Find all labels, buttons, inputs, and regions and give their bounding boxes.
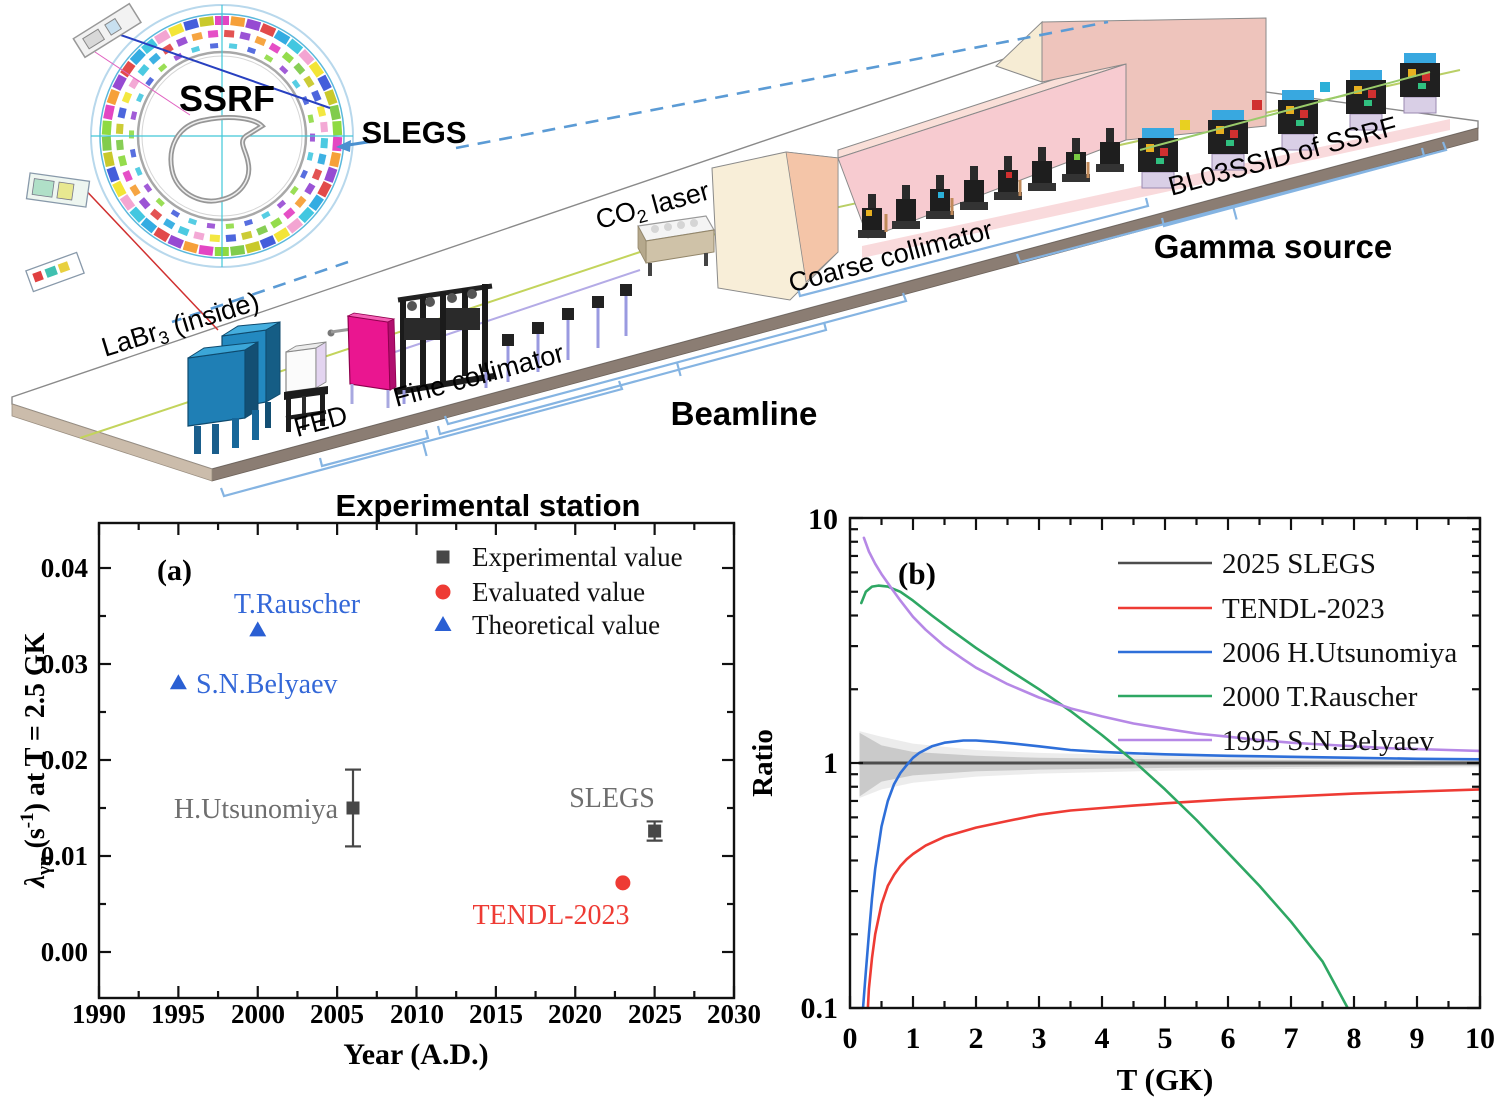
crosshair (91, 5, 353, 267)
svg-text:8: 8 (1347, 1022, 1362, 1055)
chart-a: 0.00 0.01 0.02 0.03 0.04 1990 1995 2000 … (17, 521, 761, 1071)
chart-a-ytick-labels: 0.00 0.01 0.02 0.03 0.04 (41, 553, 88, 967)
svg-text:5: 5 (1158, 1022, 1173, 1055)
label-brackets (219, 141, 1448, 498)
svg-text:TENDL-2023: TENDL-2023 (472, 900, 629, 931)
chart-a-legend: Experimental value Evaluated value Theor… (434, 542, 683, 640)
svg-text:2020: 2020 (548, 999, 602, 1029)
chart-b-xtick-labels: 0 1 2 3 4 5 6 7 8 9 10 (843, 1022, 1494, 1055)
svg-text:7: 7 (1284, 1022, 1299, 1055)
fine-collimator-assembly (395, 283, 495, 404)
svg-text:SLEGS: SLEGS (569, 783, 655, 814)
legend-marker-triangle (434, 616, 452, 631)
chart-a-xtick-labels: 1990 1995 2000 2005 2010 2015 2020 2025 … (72, 999, 761, 1029)
chart-b-panel-label: (b) (898, 556, 936, 591)
svg-text:2006 H.Utsunomiya: 2006 H.Utsunomiya (1222, 637, 1457, 669)
transfer-line-magenta (94, 51, 191, 116)
chart-a-data-points (169, 621, 663, 891)
chart-b-xlabel: T (GK) (1117, 1062, 1214, 1097)
svg-text:2000: 2000 (231, 999, 285, 1029)
legend-marker-square (436, 550, 450, 564)
satellite-building (25, 172, 91, 208)
svg-text:T.Rauscher: T.Rauscher (234, 589, 361, 620)
svg-text:S.N.Belyaev: S.N.Belyaev (196, 669, 338, 700)
gamma-source-label: Gamma source (1154, 228, 1392, 265)
bracket-fine-collimator (436, 321, 828, 436)
chart-a-panel-label: (a) (157, 554, 192, 587)
svg-text:3: 3 (1032, 1022, 1047, 1055)
slegs-label: SLEGS (361, 115, 466, 150)
svg-text:2010: 2010 (390, 999, 444, 1029)
svg-text:TENDL-2023: TENDL-2023 (1222, 593, 1385, 625)
zoom-dashed-line-upper (455, 20, 1109, 150)
labr3-detectors (187, 321, 281, 454)
svg-text:0.00: 0.00 (41, 937, 88, 967)
svg-text:Experimental value: Experimental value (472, 542, 683, 572)
svg-text:Theoretical value: Theoretical value (472, 610, 660, 640)
chart-a-annotations: T.Rauscher S.N.Belyaev H.Utsunomiya SLEG… (174, 589, 655, 931)
chart-a-xlabel: Year (A.D.) (343, 1038, 488, 1071)
svg-text:1990: 1990 (72, 999, 126, 1029)
chart-b-ytick-labels: 0.1 1 10 (801, 503, 839, 1025)
svg-text:9: 9 (1410, 1022, 1425, 1055)
svg-text:6: 6 (1221, 1022, 1236, 1055)
svg-text:1995 S.N.Belyaev: 1995 S.N.Belyaev (1222, 725, 1434, 757)
platform-left-face (11, 403, 213, 482)
svg-text:2: 2 (969, 1022, 984, 1055)
svg-text:2025: 2025 (628, 999, 682, 1029)
svg-text:10: 10 (808, 503, 838, 536)
hutch-equipment (858, 128, 1124, 238)
beamline-label: Beamline (671, 395, 818, 432)
legend-marker-circle (435, 584, 451, 600)
svg-text:2030: 2030 (707, 999, 761, 1029)
slegs-arrow (336, 139, 375, 152)
bracket-fed (318, 429, 430, 468)
svg-text:10: 10 (1465, 1022, 1494, 1055)
shield-panel (327, 312, 397, 408)
svg-text:0.03: 0.03 (41, 649, 88, 679)
svg-text:1995: 1995 (151, 999, 205, 1029)
transfer-line-blue (111, 31, 331, 109)
svg-text:0.1: 0.1 (801, 992, 839, 1025)
co2-laser-box (637, 215, 715, 276)
svg-text:Evaluated value: Evaluated value (472, 577, 645, 607)
svg-text:0: 0 (843, 1022, 858, 1055)
bracket-bl03ssid (1160, 147, 1426, 228)
chart-b: 0.1 1 10 0 1 2 3 4 5 6 7 8 9 10 T (GK) R… (747, 503, 1494, 1097)
experimental-station-label: Experimental station (336, 488, 641, 523)
fed-detector (284, 341, 328, 432)
beam-support-poles (502, 284, 632, 382)
facility-diagram: SSRF SLEGS LaBr3 (inside) FED Fine colli… (11, 2, 1479, 523)
svg-text:1: 1 (906, 1022, 921, 1055)
svg-text:H.Utsunomiya: H.Utsunomiya (174, 794, 339, 825)
gamma-hutch (711, 17, 1450, 301)
chart-b-curves (858, 536, 1480, 1008)
transfer-line-red (77, 181, 219, 331)
chart-b-legend: 2025 SLEGS TENDL-2023 2006 H.Utsunomiya … (1118, 548, 1457, 757)
bracket-coarse-collimator (796, 197, 1150, 298)
svg-text:2015: 2015 (469, 999, 523, 1029)
chart-b-uncertainty-band (859, 731, 1480, 798)
svg-text:4: 4 (1095, 1022, 1110, 1055)
ssrf-ring (25, 2, 354, 331)
svg-text:2025 SLEGS: 2025 SLEGS (1222, 548, 1376, 580)
chart-b-ylabel: Ratio (747, 729, 779, 797)
svg-text:1: 1 (823, 747, 838, 780)
svg-text:0.04: 0.04 (41, 553, 88, 583)
satellite-building (25, 251, 85, 293)
chart-a-ylabel: λγn (s-1) at T = 2.5 GK (17, 632, 55, 888)
svg-text:0.02: 0.02 (41, 745, 88, 775)
gamma-source-equipment (1137, 52, 1441, 189)
svg-text:2000 T.Rauscher: 2000 T.Rauscher (1222, 681, 1418, 713)
svg-text:0.01: 0.01 (41, 841, 88, 871)
satellite-building (72, 2, 143, 59)
svg-text:2005: 2005 (310, 999, 364, 1029)
ssrf-ring-label: SSRF (179, 78, 275, 119)
